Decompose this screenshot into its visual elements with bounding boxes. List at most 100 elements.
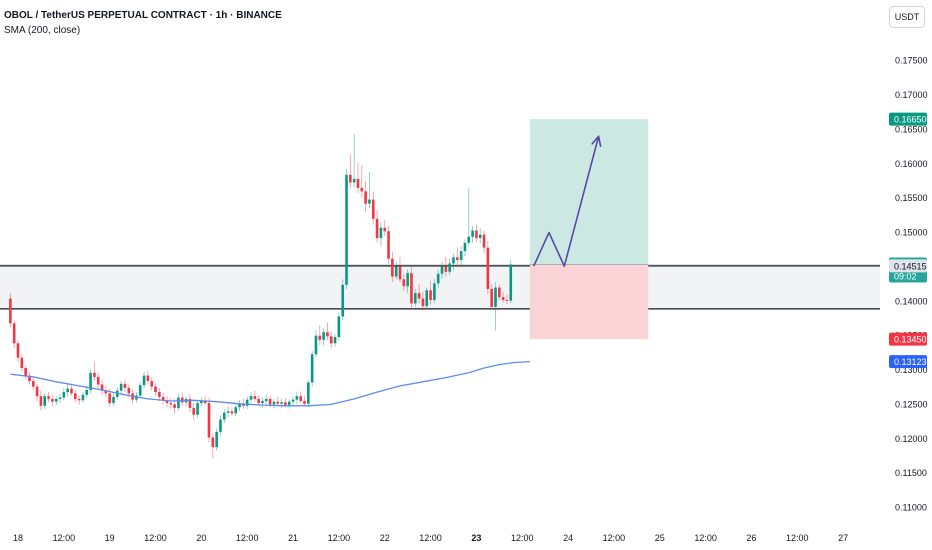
y-axis-tick-label: 0.15000 <box>895 228 928 238</box>
candle <box>188 394 192 412</box>
candle <box>54 396 58 406</box>
candle-body <box>314 335 318 355</box>
candle <box>498 284 501 300</box>
candle <box>123 379 127 393</box>
candle-body <box>322 332 325 340</box>
x-axis-tick-label: 12:00 <box>53 533 76 543</box>
candle <box>333 334 337 347</box>
candle <box>74 390 77 403</box>
y-axis-tick-label: 0.17000 <box>895 90 928 100</box>
candle <box>24 365 27 379</box>
candle <box>215 428 218 451</box>
candle-body <box>463 242 467 252</box>
profit-target-zone[interactable] <box>529 119 649 265</box>
x-axis-tick-label: 12:00 <box>236 533 259 543</box>
candle <box>391 251 394 283</box>
candle <box>28 372 31 385</box>
target-price-tag <box>889 112 927 126</box>
y-axis-tick-label: 0.15500 <box>895 193 928 203</box>
candle <box>440 261 444 279</box>
candle <box>490 284 493 310</box>
candle-body <box>475 230 478 239</box>
candle <box>383 220 387 236</box>
candle <box>322 328 325 346</box>
candle <box>329 331 333 349</box>
candle-body <box>371 199 375 219</box>
candle <box>119 381 123 395</box>
candle <box>96 372 100 389</box>
candle-body <box>253 396 257 399</box>
candle <box>371 191 375 225</box>
candle <box>89 369 92 394</box>
currency-button[interactable]: USDT <box>889 6 925 28</box>
indicator-legend[interactable]: SMA (200, close) <box>4 25 81 36</box>
candle-body <box>158 392 161 397</box>
candle-body <box>410 273 413 304</box>
candle <box>81 392 85 403</box>
candle-body <box>307 382 310 404</box>
candle-body <box>326 332 329 337</box>
candle-body <box>51 398 54 402</box>
candle <box>337 312 341 341</box>
candle <box>230 407 234 417</box>
candle <box>35 383 39 401</box>
candle <box>402 273 406 291</box>
candle-body <box>20 357 24 368</box>
candle-body <box>471 230 474 237</box>
candle <box>356 162 360 193</box>
candle <box>349 154 352 189</box>
candle-body <box>9 298 12 324</box>
candle-body <box>119 383 123 391</box>
candle-body <box>188 398 192 408</box>
projection-arrow-line[interactable] <box>532 136 600 268</box>
candle <box>138 382 142 399</box>
candle-body <box>242 403 245 406</box>
candle <box>43 393 47 410</box>
candle <box>165 396 169 408</box>
candle-body <box>70 388 73 394</box>
candle <box>307 380 310 406</box>
candle-body <box>219 419 222 432</box>
candle-body <box>146 375 150 382</box>
candle <box>417 284 421 304</box>
candle <box>180 392 184 406</box>
candle-body <box>169 403 173 405</box>
x-axis-tick-label: 12:00 <box>328 533 351 543</box>
candle-body <box>200 401 203 404</box>
candle-body <box>257 398 260 404</box>
support-zone[interactable] <box>0 265 880 309</box>
candle <box>310 350 314 387</box>
candle <box>471 225 474 243</box>
stop-price-tag <box>889 332 927 346</box>
candle <box>127 384 131 397</box>
candle <box>58 393 62 404</box>
candle-body <box>356 178 360 188</box>
stop-loss-zone[interactable] <box>529 264 649 340</box>
candle-body <box>501 297 505 300</box>
candle-body <box>276 401 280 404</box>
candle <box>47 392 50 403</box>
candle-body <box>509 264 513 301</box>
candle <box>93 362 96 381</box>
candle-body <box>417 293 421 299</box>
candle <box>280 398 283 408</box>
candle-body <box>28 375 31 382</box>
candle <box>150 377 153 391</box>
candle-body <box>391 258 394 277</box>
candle <box>421 291 425 311</box>
candle-body <box>192 407 196 415</box>
candle-body <box>127 387 131 394</box>
candle-body <box>203 401 207 404</box>
candle <box>70 383 73 396</box>
candle-body <box>12 323 16 344</box>
candle <box>364 181 367 212</box>
candle <box>456 247 459 265</box>
candle-body <box>35 386 39 397</box>
candle-body <box>16 343 20 358</box>
candle <box>253 390 257 402</box>
candle-body <box>272 401 276 405</box>
candle-body <box>58 397 62 399</box>
candle-body <box>54 398 58 402</box>
candle-body <box>498 287 501 298</box>
